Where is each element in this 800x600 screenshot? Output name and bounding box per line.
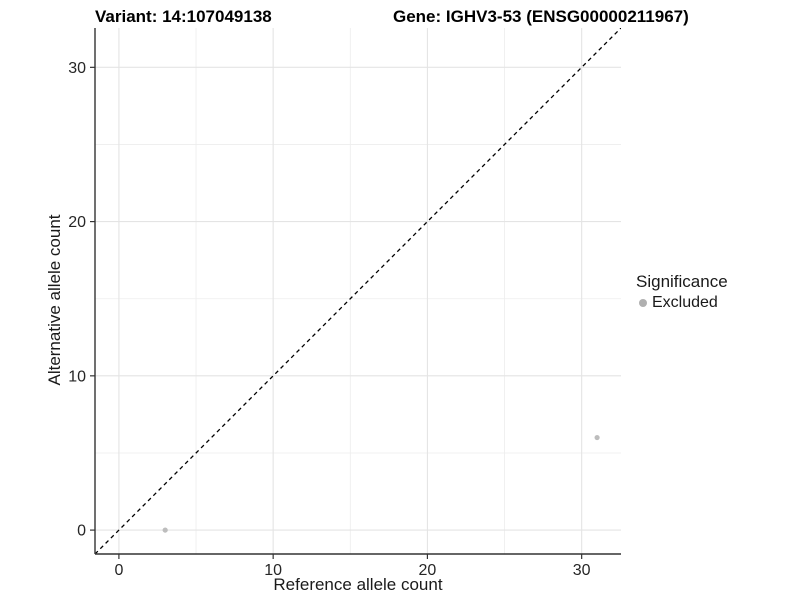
plot-title-variant: Variant: 14:107049138 <box>95 7 272 26</box>
legend-title: Significance <box>636 272 728 291</box>
y-tick-label: 0 <box>77 523 86 540</box>
y-tick-label: 30 <box>68 60 86 77</box>
y-tick-label: 20 <box>68 214 86 231</box>
y-axis-title: Alternative allele count <box>45 214 64 386</box>
identity-line <box>95 28 621 554</box>
legend-key-dot <box>639 299 647 307</box>
legend: Significance Excluded <box>636 272 728 312</box>
legend-item-label: Excluded <box>652 294 718 311</box>
data-point <box>162 527 168 533</box>
plot-title-gene: Gene: IGHV3-53 (ENSG00000211967) <box>393 7 689 26</box>
data-point <box>594 434 600 441</box>
x-tick-label: 30 <box>573 562 591 579</box>
x-tick-label: 10 <box>264 562 282 579</box>
y-tick-label: 10 <box>68 368 86 385</box>
x-tick-label: 20 <box>419 562 437 579</box>
x-axis-title: Reference allele count <box>273 575 443 594</box>
legend-item-excluded: Excluded <box>636 294 728 312</box>
x-tick-label: 0 <box>114 562 123 579</box>
